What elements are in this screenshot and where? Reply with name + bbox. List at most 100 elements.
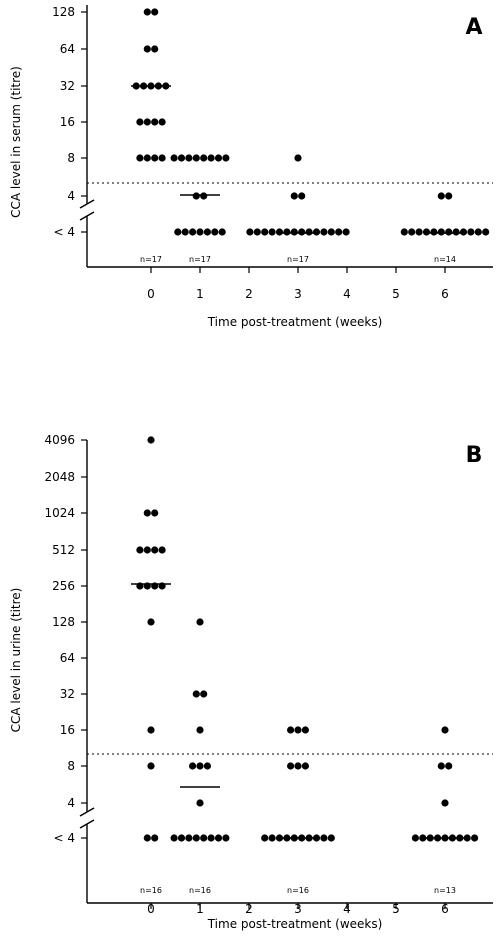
- x-tick-label: 3: [294, 287, 302, 301]
- data-point: [151, 509, 159, 517]
- data-point: [301, 726, 309, 734]
- data-point: [151, 45, 159, 53]
- y-tick-label: 8: [67, 151, 75, 165]
- data-point: [268, 834, 276, 842]
- data-point: [203, 228, 211, 236]
- data-point: [192, 690, 200, 698]
- data-point: [189, 228, 197, 236]
- data-point: [192, 834, 200, 842]
- data-point: [222, 154, 230, 162]
- y-tick-label: < 4: [53, 225, 75, 239]
- x-tick-label: 0: [147, 287, 155, 301]
- data-point: [268, 228, 276, 236]
- x-tick-label: 5: [392, 287, 400, 301]
- data-point: [170, 834, 178, 842]
- data-point: [151, 834, 159, 842]
- data-point: [151, 118, 159, 126]
- data-point: [327, 834, 335, 842]
- data-point: [474, 228, 482, 236]
- data-point: [275, 228, 284, 236]
- data-point: [298, 192, 306, 200]
- data-point: [203, 762, 211, 770]
- data-point: [482, 228, 490, 236]
- x-tick-label: 3: [294, 902, 302, 916]
- data-point: [452, 228, 460, 236]
- data-point: [342, 228, 350, 236]
- data-point: [177, 834, 186, 842]
- data-point: [136, 546, 144, 554]
- data-point: [283, 228, 291, 236]
- y-tick-label: 16: [60, 723, 75, 737]
- data-point: [158, 118, 166, 126]
- data-point: [408, 228, 416, 236]
- data-point: [147, 618, 155, 626]
- x-tick-label: 6: [441, 287, 449, 301]
- y-tick-label: 32: [60, 687, 75, 701]
- n-label: n=13: [434, 886, 456, 895]
- data-point: [298, 228, 306, 236]
- data-point: [196, 228, 204, 236]
- data-point: [459, 228, 468, 236]
- data-point: [261, 228, 269, 236]
- data-point: [185, 834, 193, 842]
- data-point: [301, 762, 309, 770]
- panel-letter: B: [466, 443, 483, 468]
- data-point: [445, 192, 453, 200]
- x-tick-label: 6: [441, 902, 449, 916]
- n-label: n=14: [434, 255, 456, 264]
- y-tick-label: 128: [52, 5, 75, 19]
- data-point: [437, 228, 445, 236]
- data-point: [253, 228, 261, 236]
- data-point: [437, 192, 445, 200]
- data-point: [335, 228, 343, 236]
- y-tick-label: 64: [60, 42, 75, 56]
- n-label: n=17: [287, 255, 309, 264]
- data-point: [196, 762, 204, 770]
- data-point: [312, 228, 321, 236]
- n-label: n=16: [189, 886, 211, 895]
- data-point: [305, 228, 313, 236]
- data-point: [422, 228, 431, 236]
- data-point: [400, 228, 408, 236]
- y-tick-label: 64: [60, 651, 75, 665]
- data-point: [463, 834, 471, 842]
- x-tick-label: 4: [343, 287, 351, 301]
- data-point: [143, 118, 151, 126]
- data-point: [181, 228, 189, 236]
- n-label: n=17: [140, 255, 162, 264]
- axis-break-mark: [79, 199, 95, 209]
- data-point: [290, 228, 298, 236]
- data-point: [136, 118, 144, 126]
- y-tick-label: 2048: [44, 470, 75, 484]
- panel-a: 128 64 32 16 8 4 < 4 0 1 2 3 4 5 6 n=17 n=17 n=17 n=14 Tim…: [9, 5, 493, 329]
- data-point: [185, 154, 193, 162]
- data-point: [207, 834, 215, 842]
- data-point: [143, 45, 151, 53]
- y-tick-label: 4096: [44, 433, 75, 447]
- data-point: [158, 546, 166, 554]
- x-tick-label: 1: [196, 287, 204, 301]
- y-tick-label: < 4: [53, 831, 75, 845]
- axis-break-mark: [79, 211, 95, 221]
- y-tick-label: 128: [52, 615, 75, 629]
- data-point: [200, 192, 208, 200]
- data-point: [143, 509, 151, 517]
- data-point: [290, 192, 298, 200]
- data-point: [158, 154, 166, 162]
- x-tick-label: 2: [245, 287, 253, 301]
- x-axis-label: Time post-treatment (weeks): [207, 315, 383, 329]
- data-point: [143, 8, 151, 16]
- data-point: [136, 154, 144, 162]
- data-point: [214, 154, 223, 162]
- data-point: [151, 8, 159, 16]
- data-point: [467, 228, 475, 236]
- data-point: [294, 762, 302, 770]
- data-point: [200, 690, 208, 698]
- data-point: [261, 834, 269, 842]
- data-point: [218, 228, 226, 236]
- data-point: [177, 154, 186, 162]
- data-point: [196, 618, 204, 626]
- y-tick-label: 512: [52, 543, 75, 557]
- y-tick-label: 32: [60, 79, 75, 93]
